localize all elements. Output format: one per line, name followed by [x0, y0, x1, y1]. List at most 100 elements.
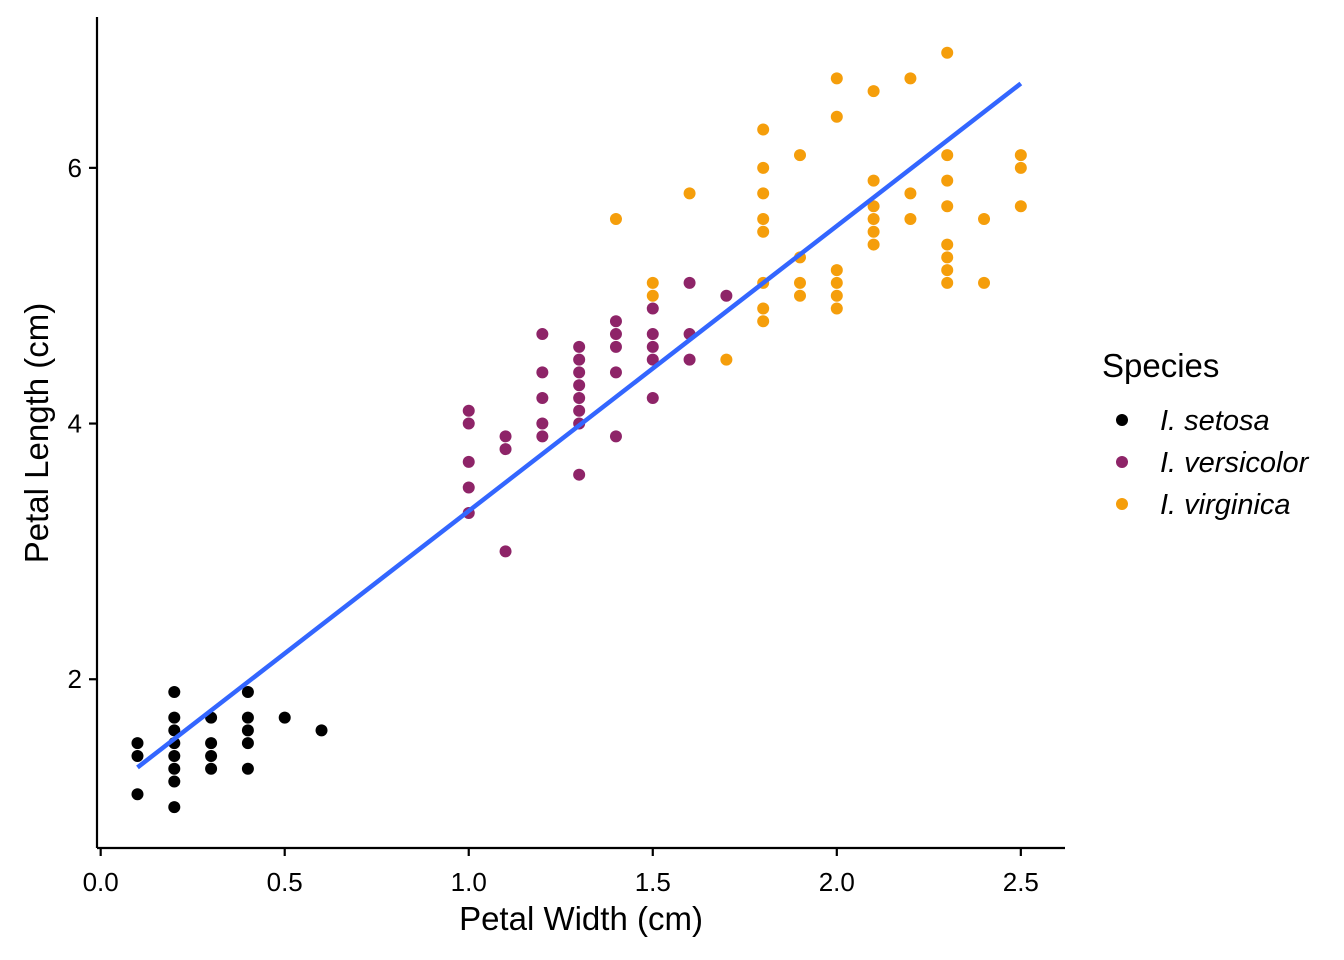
point-2-40 — [978, 212, 991, 225]
point-1-18 — [573, 404, 586, 417]
point-0-10 — [168, 801, 181, 814]
point-1-30 — [646, 391, 659, 404]
point-1-29 — [646, 353, 659, 366]
point-2-34 — [941, 174, 954, 187]
x-tick-label-1: 0.5 — [267, 867, 303, 897]
point-0-8 — [168, 762, 181, 775]
point-2-18 — [830, 110, 843, 123]
legend-label-0: I. setosa — [1160, 405, 1270, 437]
point-0-14 — [205, 762, 218, 775]
point-2-37 — [941, 251, 954, 264]
point-2-11 — [757, 302, 770, 315]
point-1-1 — [462, 417, 475, 430]
x-tick-label-2: 1.0 — [451, 867, 487, 897]
point-2-38 — [941, 264, 954, 277]
point-2-9 — [757, 225, 770, 238]
point-2-3 — [683, 187, 696, 200]
point-2-15 — [793, 276, 806, 289]
point-0-17 — [241, 724, 254, 737]
legend-key-2 — [1116, 498, 1128, 510]
point-1-21 — [609, 315, 622, 328]
point-1-17 — [573, 391, 586, 404]
point-1-31 — [683, 276, 696, 289]
point-2-6 — [757, 161, 770, 174]
point-2-16 — [793, 289, 806, 302]
point-2-7 — [757, 187, 770, 200]
data-points — [131, 46, 1027, 814]
point-2-25 — [867, 200, 880, 213]
point-2-4 — [720, 353, 733, 366]
point-0-12 — [205, 737, 218, 750]
point-0-7 — [168, 749, 181, 762]
legend-label-2: I. virginica — [1160, 489, 1291, 521]
point-1-34 — [720, 289, 733, 302]
point-1-13 — [573, 340, 586, 353]
point-2-13 — [793, 149, 806, 162]
point-1-10 — [536, 391, 549, 404]
point-1-15 — [573, 366, 586, 379]
point-2-33 — [941, 149, 954, 162]
point-1-9 — [536, 366, 549, 379]
point-2-2 — [646, 289, 659, 302]
point-2-1 — [646, 276, 659, 289]
point-0-1 — [131, 749, 144, 762]
x-tick-label-0: 0.0 — [83, 867, 119, 897]
point-2-20 — [830, 276, 843, 289]
point-2-30 — [904, 187, 917, 200]
point-2-23 — [867, 85, 880, 98]
point-1-22 — [609, 328, 622, 341]
point-1-14 — [573, 353, 586, 366]
point-1-8 — [536, 328, 549, 341]
point-1-33 — [683, 353, 696, 366]
point-2-28 — [867, 238, 880, 251]
point-2-31 — [904, 212, 917, 225]
point-2-5 — [757, 123, 770, 136]
point-2-8 — [757, 212, 770, 225]
point-1-2 — [462, 455, 475, 468]
point-2-19 — [830, 264, 843, 277]
point-0-21 — [315, 724, 328, 737]
point-0-3 — [168, 686, 181, 699]
point-1-3 — [462, 481, 475, 494]
point-2-21 — [830, 289, 843, 302]
point-2-36 — [941, 238, 954, 251]
legend: Species I. setosa I. versicolor I. virgini… — [1102, 347, 1310, 521]
point-0-9 — [168, 775, 181, 788]
y-axis-ticks: 2 4 6 — [68, 153, 97, 694]
y-tick-label-0: 2 — [68, 664, 82, 694]
point-2-24 — [867, 174, 880, 187]
point-1-12 — [536, 430, 549, 443]
point-1-25 — [609, 430, 622, 443]
point-2-32 — [941, 46, 954, 59]
legend-label-1: I. versicolor — [1160, 447, 1310, 479]
y-tick-label-1: 4 — [68, 409, 82, 439]
point-2-27 — [867, 225, 880, 238]
y-axis-title: Petal Length (cm) — [18, 303, 55, 563]
point-2-35 — [941, 200, 954, 213]
x-tick-label-3: 1.5 — [635, 867, 671, 897]
point-1-26 — [646, 302, 659, 315]
point-0-16 — [241, 711, 254, 724]
legend-title: Species — [1102, 347, 1219, 384]
point-1-11 — [536, 417, 549, 430]
point-0-15 — [241, 686, 254, 699]
point-1-7 — [499, 545, 512, 558]
legend-key-1 — [1116, 456, 1128, 468]
point-2-0 — [609, 212, 622, 225]
point-2-29 — [904, 72, 917, 85]
point-1-0 — [462, 404, 475, 417]
point-1-6 — [499, 443, 512, 456]
point-0-5 — [168, 724, 181, 737]
point-0-18 — [241, 737, 254, 750]
point-2-12 — [757, 315, 770, 328]
trendline-layer — [136, 81, 1023, 770]
point-0-0 — [131, 737, 144, 750]
point-2-43 — [1014, 161, 1027, 174]
x-axis-ticks: 0.0 0.5 1.0 1.5 2.0 2.5 — [83, 848, 1039, 897]
point-2-39 — [941, 276, 954, 289]
point-1-24 — [609, 366, 622, 379]
point-1-20 — [573, 468, 586, 481]
point-2-41 — [978, 276, 991, 289]
point-0-4 — [168, 711, 181, 724]
